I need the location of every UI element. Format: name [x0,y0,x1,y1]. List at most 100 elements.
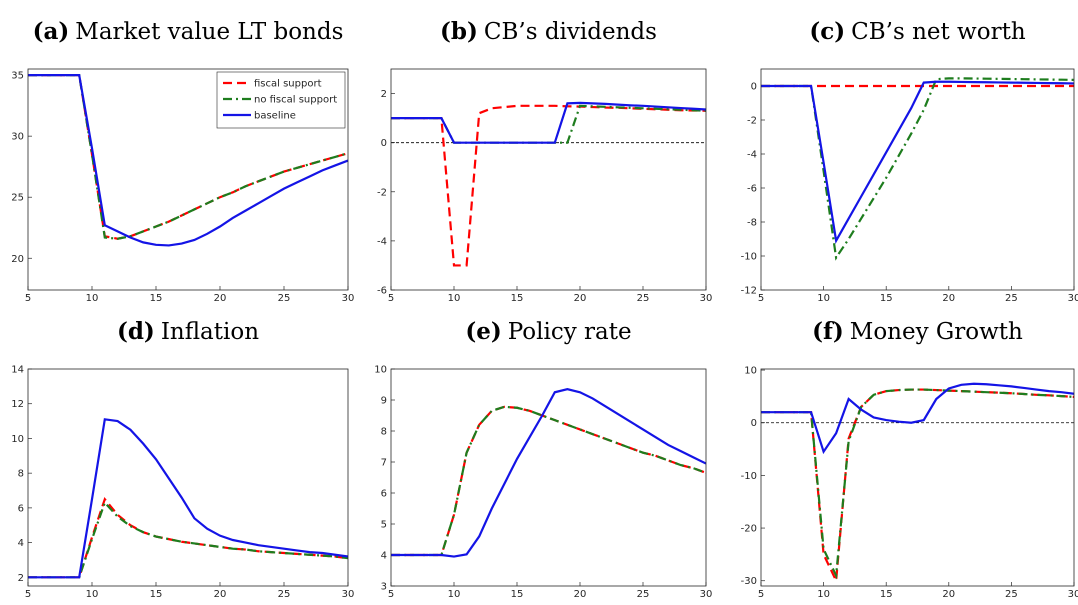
series-line [28,74,348,247]
y-tick-label: -2 [377,187,387,198]
series-line [761,77,1074,261]
axes-box [390,368,707,587]
panel-title: (a) Market value LT bonds [33,18,344,45]
y-tick-label: 14 [11,365,24,376]
series-line [761,388,1074,585]
series-line [761,80,1074,244]
x-tick-label: 20 [214,293,227,304]
x-tick-label: 20 [942,293,955,304]
x-tick-label: 30 [1068,293,1078,304]
panel-title: (e) Policy rate [465,318,631,345]
x-tick-label: 20 [574,293,587,304]
y-tick-label: -6 [377,286,387,297]
panel-title-text: Market value LT bonds [75,19,343,45]
panel-label: (a) [33,18,70,45]
x-tick-label: 25 [278,589,291,600]
axes-box [390,68,707,291]
series-line [391,101,706,144]
y-tick-label: 0 [751,418,757,429]
series-line [761,388,1074,580]
panel: (e) Policy rate 3 4 5 6 7 8 9 10 5 10 15 20 25 30 [374,318,712,600]
series-line [28,500,348,579]
x-tick-label: 30 [342,589,355,600]
panel-label: (b) [440,18,478,45]
axes-box [27,68,349,291]
panel-title: (f) Money Growth [812,318,1023,345]
series-line [391,388,706,558]
y-tick-label: 4 [18,538,24,549]
x-tick-label: 15 [511,293,524,304]
y-tick-label: 2 [18,573,24,584]
y-tick-label: 3 [381,582,387,593]
y-tick-label: 0 [381,138,387,149]
x-tick-label: 20 [214,589,227,600]
x-tick-label: 20 [942,589,955,600]
panel-title: (b) CB’s dividends [440,18,657,45]
panel-title-text: CB’s dividends [484,19,657,45]
legend-label: baseline [254,111,296,122]
x-tick-label: 5 [25,589,31,600]
y-tick-label: 5 [381,520,387,531]
x-tick-label: 30 [1068,589,1078,600]
x-tick-label: 5 [388,293,394,304]
series-line [761,382,1074,455]
series-line [391,405,706,557]
y-tick-label: 10 [374,365,387,376]
x-tick-label: 10 [86,293,99,304]
series-line [391,104,706,267]
axes-box [27,368,349,587]
y-tick-label: -20 [741,524,757,535]
x-tick-label: 5 [388,589,394,600]
series-line [391,104,706,144]
panel-label: (c) [809,18,845,45]
panel: (a) Market value LT bonds 20 25 30 35 5 10 15 20 2… [11,18,354,304]
x-tick-label: 10 [448,589,461,600]
legend: fiscal support no fiscal support baseline [216,71,346,129]
x-tick-label: 15 [150,589,163,600]
y-tick-label: -6 [747,184,757,195]
y-tick-label: 10 [11,434,24,445]
x-tick-label: 25 [1005,589,1018,600]
panel: (d) Inflation 2 4 6 8 10 12 14 5 10 15 20 25 30 [11,318,354,600]
panel-title-text: Inflation [161,319,259,345]
y-tick-label: 0 [751,82,757,93]
y-tick-label: 9 [381,396,387,407]
series-line [28,496,348,579]
legend-box [216,71,346,129]
panel-title: (d) Inflation [117,318,259,345]
x-tick-label: 30 [342,293,355,304]
panel-title-text: Policy rate [508,319,632,345]
y-tick-label: 6 [381,489,387,500]
x-tick-label: 5 [25,293,31,304]
y-tick-label: -2 [747,116,757,127]
panel-title-text: Money Growth [850,319,1023,345]
y-tick-label: -4 [747,150,757,161]
x-tick-label: 15 [880,293,893,304]
y-tick-label: 10 [744,366,757,377]
x-tick-label: 25 [637,293,650,304]
y-tick-label: -8 [747,218,757,229]
x-tick-label: 15 [511,589,524,600]
y-tick-label: -12 [741,286,757,297]
y-tick-label: 6 [18,503,24,514]
panel-label: (f) [812,318,844,345]
x-tick-label: 15 [150,293,163,304]
panel-title: (c) CB’s net worth [809,18,1025,45]
panel-title-text: CB’s net worth [851,19,1026,45]
x-tick-label: 10 [817,589,830,600]
axes-box [760,68,1075,291]
y-tick-label: 30 [11,132,24,143]
y-tick-label: 7 [381,458,387,469]
x-tick-label: 15 [880,589,893,600]
y-tick-label: 8 [18,469,24,480]
series-line [391,405,706,557]
x-tick-label: 5 [758,589,764,600]
x-tick-label: 30 [700,293,713,304]
y-tick-label: -10 [741,252,757,263]
x-tick-label: 5 [758,293,764,304]
x-tick-label: 10 [817,293,830,304]
y-tick-label: 12 [11,399,24,410]
x-tick-label: 25 [637,589,650,600]
